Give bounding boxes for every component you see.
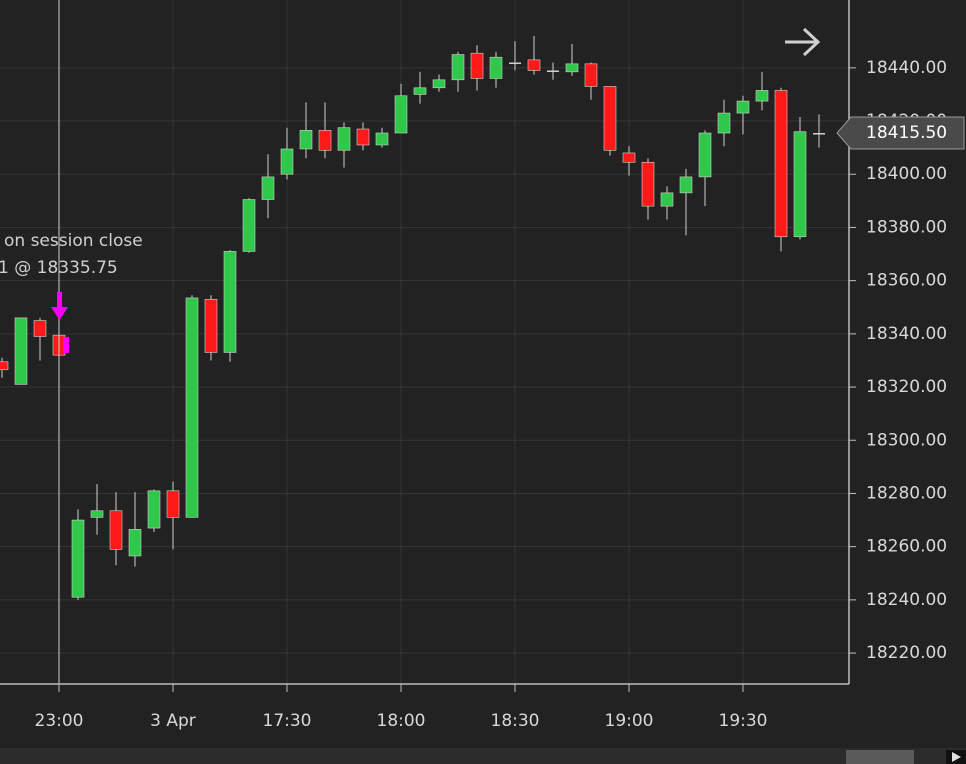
y-tick-label: 18360.00 (866, 271, 947, 291)
candle-body (128, 529, 142, 557)
candle-body (509, 62, 521, 65)
scroll-to-end-icon[interactable] (785, 27, 821, 57)
candle-body (33, 320, 47, 337)
candle-body (14, 317, 28, 385)
candle-body (0, 361, 9, 371)
candle-body (280, 148, 294, 175)
candle-body (660, 192, 674, 207)
overlay: 18220.00 18240.00 18260.00 18280.00 18300.00… (35, 58, 965, 731)
y-tick-label: 18440.00 (866, 58, 947, 78)
x-tick-label: 17:30 (263, 711, 312, 731)
candle-body (698, 132, 712, 178)
annotation: 1 @ 18335.75 (0, 258, 118, 278)
y-tick-label: 18220.00 (866, 643, 947, 663)
candle-body (774, 90, 788, 238)
candle-body (565, 63, 579, 73)
x-tick-label: 19:00 (605, 711, 654, 731)
y-tick-label: 18380.00 (866, 217, 947, 237)
candle-body (375, 132, 389, 146)
candle-body (451, 54, 465, 81)
annotation: on session close (4, 231, 143, 251)
y-tick-label: 18300.00 (866, 430, 947, 450)
candle-body (204, 298, 218, 353)
candle-body (736, 100, 750, 114)
y-tick-label: 18320.00 (866, 377, 947, 397)
candle-body (223, 251, 237, 353)
x-tick-label: 23:00 (35, 711, 84, 731)
candle-body (261, 176, 275, 200)
candle-body (717, 112, 731, 134)
scroll-right-arrow (952, 752, 961, 762)
candle-body (147, 490, 161, 529)
candle-body (813, 133, 825, 135)
y-tick-label: 18240.00 (866, 590, 947, 610)
candle-body (679, 176, 693, 194)
candle-body (413, 87, 427, 95)
candle-body (755, 90, 769, 102)
candle-body (603, 86, 617, 151)
candle-body (318, 130, 332, 151)
candle-body (622, 152, 636, 163)
candle-body (166, 490, 180, 518)
candle-body (356, 128, 370, 146)
y-tick-label: 18400.00 (866, 164, 947, 184)
candle-body (527, 59, 541, 71)
last-price-tag (836, 116, 965, 150)
y-tick-label: 18340.00 (866, 324, 947, 344)
candle-body (394, 95, 408, 134)
execution-marker (51, 292, 69, 353)
x-tick-label: 3 Apr (150, 711, 196, 731)
candle-body (470, 52, 484, 79)
scrollbar-track (0, 748, 966, 764)
candle-body (641, 161, 655, 207)
candle-body (299, 130, 313, 150)
candle-body (584, 63, 598, 87)
y-tick-label: 18280.00 (866, 483, 947, 503)
candle-body (432, 79, 446, 89)
candle-body (242, 199, 256, 252)
candle-body (489, 56, 503, 79)
x-tick-label: 18:30 (491, 711, 540, 731)
candle-body (71, 519, 85, 598)
candles (0, 35, 825, 600)
candle-body (185, 297, 199, 518)
candle-body (90, 510, 104, 518)
scrollbar-thumb[interactable] (846, 750, 914, 764)
candle-body (337, 127, 351, 151)
candle-body (547, 70, 559, 72)
candle-body (109, 510, 123, 550)
x-tick-label: 19:30 (719, 711, 768, 731)
candle-body (793, 131, 807, 238)
x-tick-label: 18:00 (377, 711, 426, 731)
last-price-label: 18415.50 (866, 123, 947, 143)
y-tick-label: 18260.00 (866, 537, 947, 557)
